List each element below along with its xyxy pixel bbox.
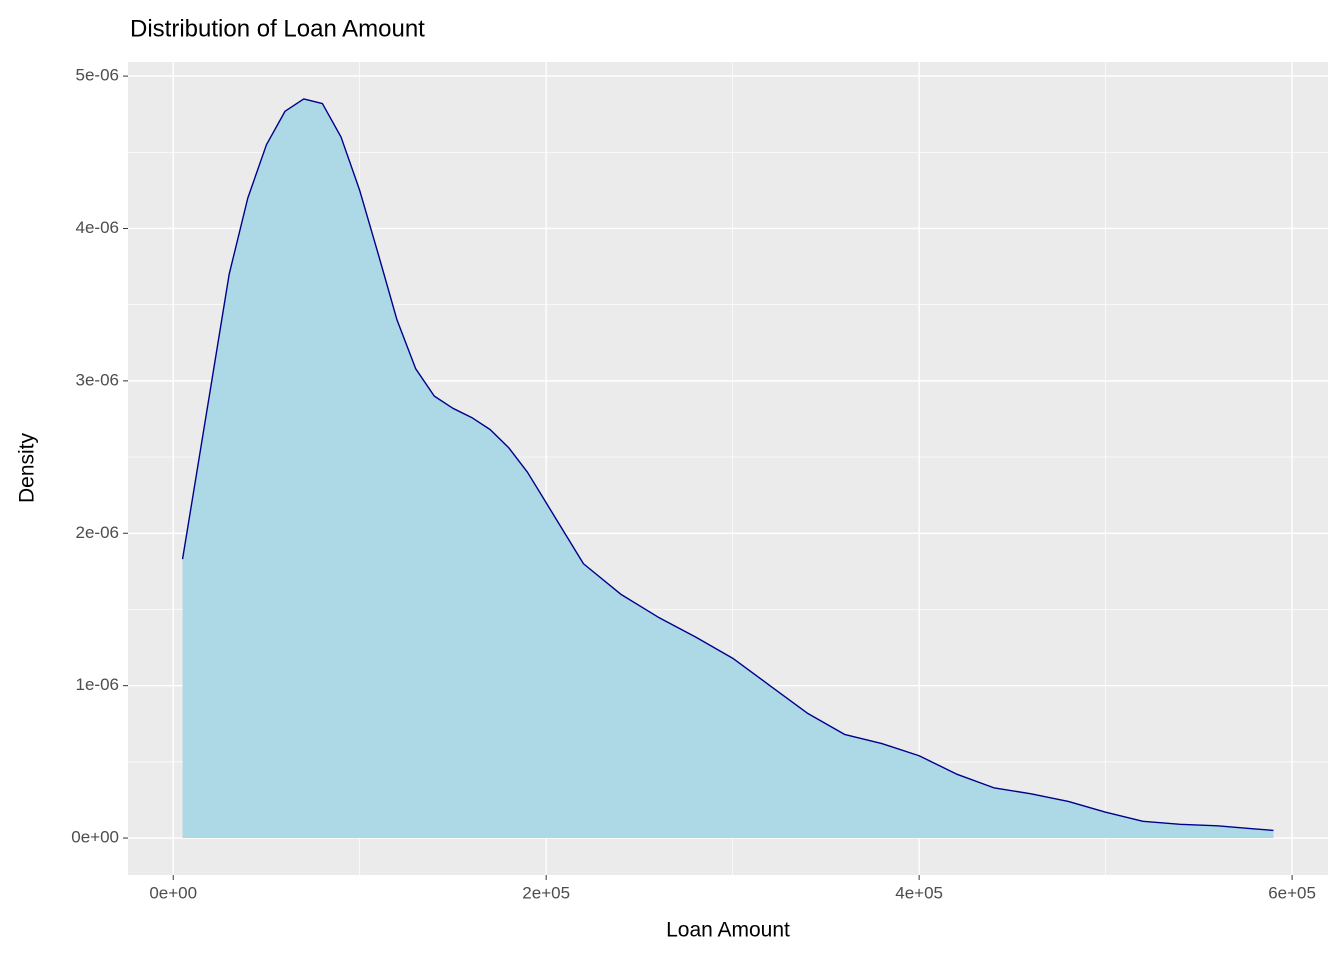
y-tick-label: 4e-06 — [76, 218, 119, 237]
y-tick-label: 5e-06 — [76, 66, 119, 85]
x-tick-label: 4e+05 — [895, 883, 943, 902]
density-line — [181, 98, 1274, 832]
x-tick-label: 0e+00 — [149, 883, 197, 902]
y-tick-label: 3e-06 — [76, 370, 119, 389]
chart-title: Distribution of Loan Amount — [130, 15, 425, 42]
y-tick-label: 0e+00 — [71, 828, 119, 847]
x-axis-label: Loan Amount — [666, 919, 790, 942]
y-tick-label: 2e-06 — [76, 523, 119, 542]
y-axis-label: Density — [16, 432, 39, 503]
x-tick-label: 6e+05 — [1268, 883, 1316, 902]
density-area — [182, 98, 1274, 839]
marks — [181, 98, 1274, 839]
x-tick-label: 2e+05 — [522, 883, 570, 902]
y-tick-label: 1e-06 — [76, 675, 119, 694]
